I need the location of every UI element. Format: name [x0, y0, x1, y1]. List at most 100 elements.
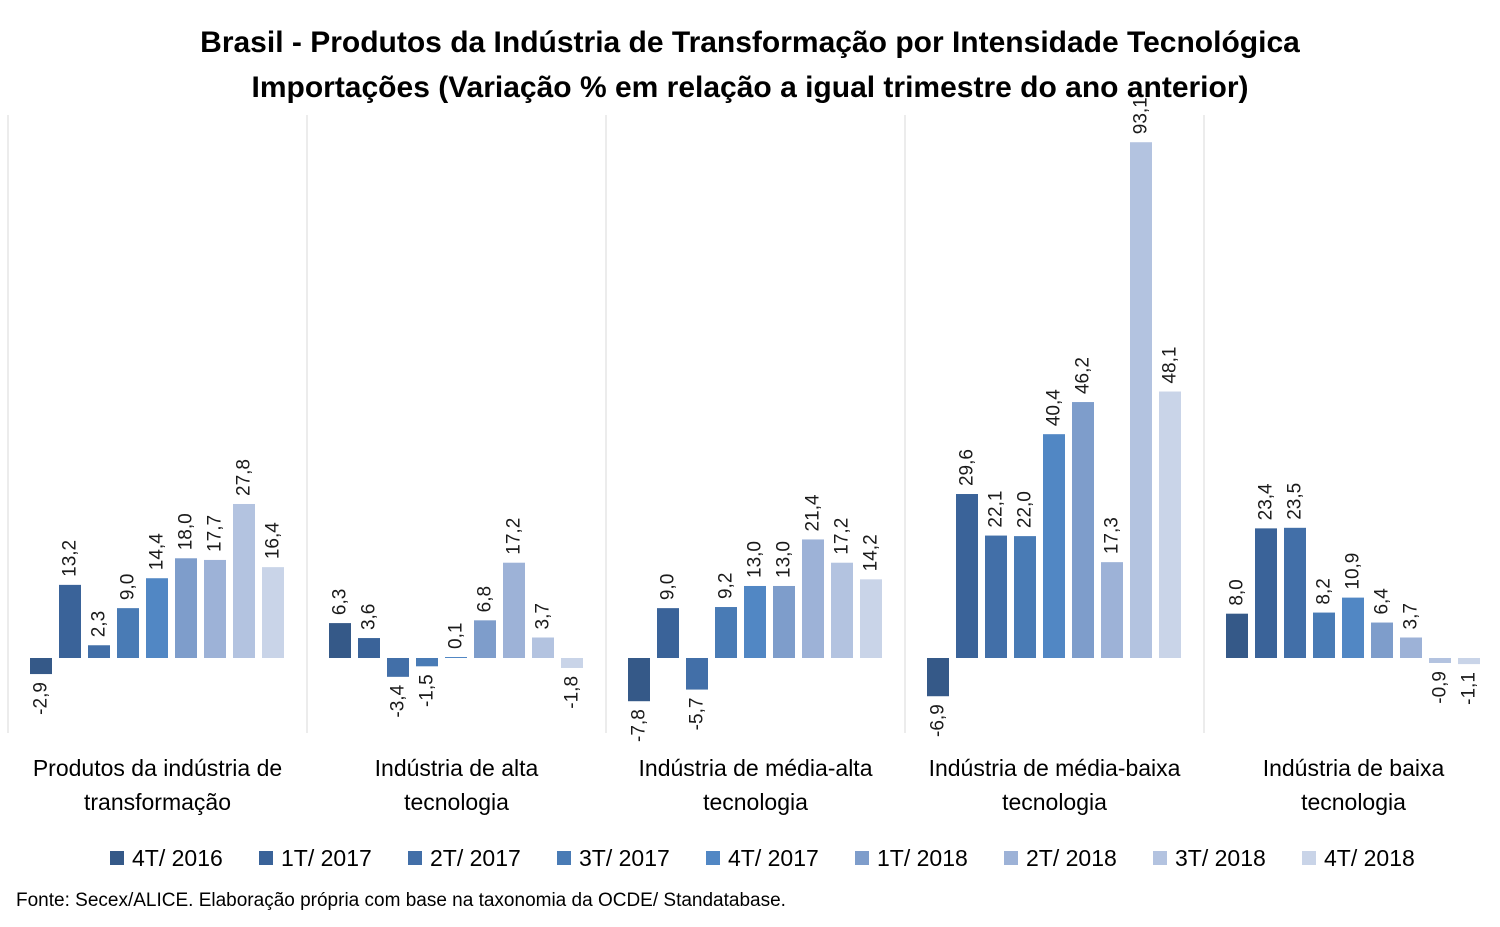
- data-label: 6,8: [475, 586, 496, 612]
- data-label: 10,9: [1343, 553, 1364, 590]
- category-separators: [7, 115, 1205, 733]
- data-label: -2,9: [31, 682, 52, 715]
- legend-swatch: [1153, 851, 1167, 865]
- data-label: 13,2: [60, 540, 81, 577]
- category-label: Produtos da indústria de: [33, 755, 282, 781]
- data-label: -1,8: [562, 676, 583, 709]
- category-label: Indústria de média-alta: [639, 755, 873, 781]
- data-label: 17,3: [1102, 517, 1123, 554]
- legend-label: 2T/ 2017: [430, 844, 521, 871]
- data-label: -1,5: [417, 674, 438, 707]
- legend-item: 4T/ 2016: [110, 840, 223, 876]
- legend-item: 2T/ 2018: [1004, 840, 1117, 876]
- data-label: 3,7: [533, 603, 554, 629]
- bar: [30, 658, 52, 675]
- legend-swatch: [1004, 851, 1018, 865]
- data-label: 27,8: [234, 459, 255, 496]
- data-label: -7,8: [629, 709, 650, 742]
- legend-swatch: [557, 851, 571, 865]
- data-label: 6,3: [330, 589, 351, 615]
- bar: [715, 607, 737, 658]
- data-label: 13,0: [745, 541, 766, 578]
- legend-item: 4T/ 2017: [706, 840, 819, 876]
- data-label: 2,3: [89, 611, 110, 637]
- data-label: 9,2: [716, 573, 737, 599]
- data-label: 23,5: [1285, 483, 1306, 520]
- bar: [831, 562, 853, 658]
- legend-label: 4T/ 2017: [728, 844, 819, 871]
- legend-label: 2T/ 2018: [1026, 844, 1117, 871]
- bar: [532, 637, 554, 658]
- bar: [1043, 434, 1065, 658]
- data-label: 17,2: [832, 518, 853, 555]
- bar: [1159, 391, 1181, 658]
- category-label: tecnologia: [703, 789, 808, 815]
- bar: [503, 562, 525, 658]
- data-label: 14,2: [861, 534, 882, 571]
- bar: [88, 645, 110, 658]
- bar: [329, 623, 351, 658]
- bar: [445, 657, 467, 658]
- data-label: 93,1: [1131, 97, 1152, 134]
- bar: [1313, 612, 1335, 658]
- bar: [387, 658, 409, 677]
- legend-item: 1T/ 2018: [855, 840, 968, 876]
- bar: [146, 578, 168, 658]
- bar: [1255, 528, 1277, 658]
- legend-swatch: [408, 851, 422, 865]
- legend-swatch: [1302, 851, 1316, 865]
- legend-swatch: [110, 851, 124, 865]
- data-label: 17,2: [504, 518, 525, 555]
- bar: [1429, 658, 1451, 663]
- chart-title: Brasil - Produtos da Indústria de Transf…: [200, 26, 1300, 59]
- bars-layer: [30, 142, 1480, 702]
- legend-swatch: [855, 851, 869, 865]
- legend-label: 3T/ 2017: [579, 844, 670, 871]
- bar: [744, 585, 766, 658]
- data-label: 46,2: [1073, 357, 1094, 394]
- legend-item: 3T/ 2018: [1153, 840, 1266, 876]
- bar: [117, 608, 139, 658]
- data-label: -5,7: [687, 698, 708, 731]
- legend-label: 4T/ 2016: [132, 844, 223, 871]
- category-label: transformação: [84, 789, 231, 815]
- bar: [1014, 536, 1036, 658]
- data-label: -0,9: [1430, 671, 1451, 704]
- data-label: 3,7: [1401, 603, 1422, 629]
- bar: [1342, 597, 1364, 658]
- bar: [927, 658, 949, 697]
- legend-label: 1T/ 2018: [877, 844, 968, 871]
- data-label: 48,1: [1160, 347, 1181, 384]
- chart-title-block: Brasil - Produtos da Indústria de Transf…: [0, 20, 1500, 110]
- bar: [985, 535, 1007, 658]
- data-label: 9,0: [658, 574, 679, 600]
- data-label: 29,6: [957, 449, 978, 486]
- bar: [204, 559, 226, 658]
- data-label: 6,4: [1372, 588, 1393, 615]
- bar: [773, 585, 795, 658]
- data-label: 0,1: [446, 623, 467, 649]
- data-label: 40,4: [1044, 389, 1065, 426]
- bar: [233, 503, 255, 658]
- legend-label: 1T/ 2017: [281, 844, 372, 871]
- bar: [175, 558, 197, 658]
- value-labels-layer: -2,9 13,2 2,3 9,0 14,4 18,0 17,7 27,8 16,4 6,3 3,6…: [31, 97, 1480, 742]
- data-label: 22,1: [986, 491, 1007, 528]
- legend-item: 2T/ 2017: [408, 840, 521, 876]
- legend-item: 1T/ 2017: [259, 840, 372, 876]
- bar: [1130, 142, 1152, 658]
- category-label: tecnologia: [404, 789, 509, 815]
- legend: 4T/ 2016 1T/ 2017 2T/ 2017 3T/ 2017 4T/ 2017…: [0, 840, 1500, 876]
- data-label: 23,4: [1256, 483, 1277, 520]
- data-label: 9,0: [118, 574, 139, 600]
- category-label: Indústria de baixa: [1263, 755, 1445, 781]
- bar: [1284, 527, 1306, 658]
- data-label: 17,7: [205, 515, 226, 552]
- bar: [1400, 637, 1422, 658]
- bar: [1072, 402, 1094, 658]
- category-label: Indústria de média-baixa: [929, 755, 1181, 781]
- data-label: -1,1: [1459, 672, 1480, 705]
- bar: [802, 539, 824, 658]
- legend-label: 4T/ 2018: [1324, 844, 1415, 871]
